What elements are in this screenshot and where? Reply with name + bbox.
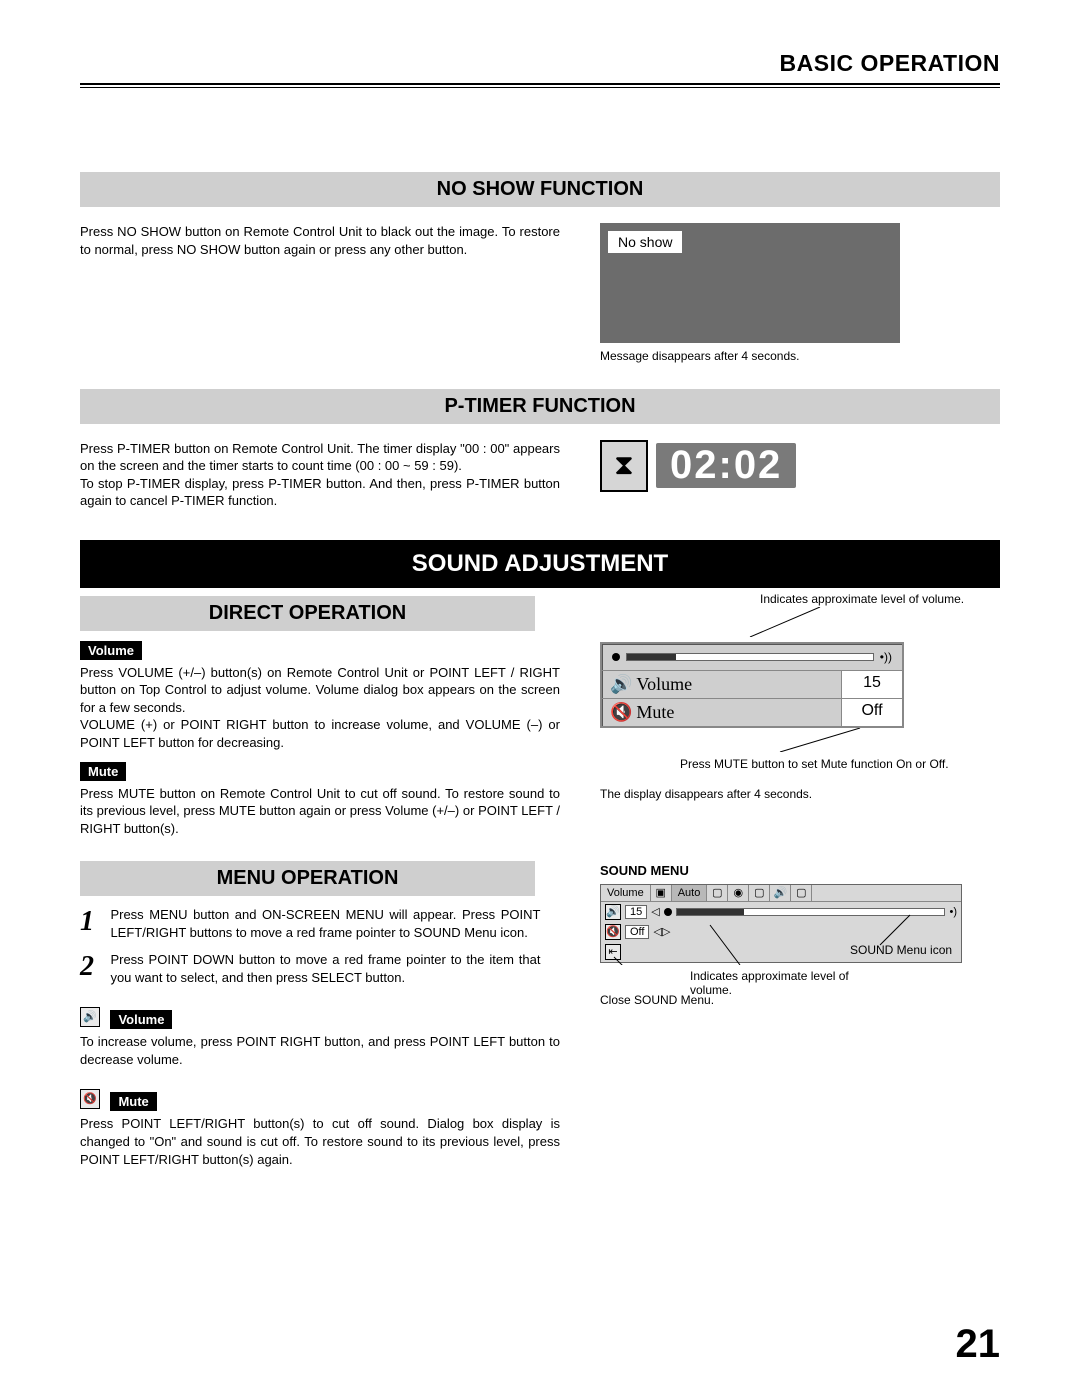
sound-waves-icon: •)) [880,650,892,664]
callout-close: Close SOUND Menu. [600,993,714,1007]
mute-callout: Press MUTE button to set Mute function O… [680,757,1000,773]
page-number: 21 [956,1322,1001,1367]
header-rule-thick [80,83,1000,85]
sound-menu-title: SOUND MENU [600,863,1000,878]
callout-level: Indicates approximate level of volume. [690,969,870,997]
step-1-text: Press MENU button and ON-SCREEN MENU wil… [110,906,540,941]
hourglass-icon: ⧗ [600,440,648,492]
timer-digits: 02:02 [656,443,796,488]
menu-volume-text: To increase volume, press POINT RIGHT bu… [80,1033,560,1068]
menu-icon-5: ▢ [791,885,812,901]
mute-text: Press MUTE button on Remote Control Unit… [80,785,560,838]
volume-icon: 🔊 [80,1007,100,1027]
dialog-mute-label: Mute [636,702,674,723]
tab-auto: Auto [672,885,708,901]
section-no-show: NO SHOW FUNCTION [80,172,1000,207]
volume-slider [626,653,874,661]
callout-line-top [600,607,900,637]
menu-icon-1: ▣ [651,885,672,901]
volume-label: Volume [80,641,142,660]
speaker-icon: 🔊 [610,674,632,695]
step-2-num: 2 [80,951,106,983]
speaker-dot-icon [612,653,620,661]
menu-icon-4: ▢ [749,885,770,901]
mute-speaker-icon: 🔇 [610,702,632,723]
ptimer-text1: Press P-TIMER button on Remote Control U… [80,440,560,475]
menu-icon-3: ◉ [728,885,749,901]
dialog-mute-row: 🔇 Mute [602,699,841,726]
no-show-caption: Message disappears after 4 seconds. [600,349,1000,365]
ptimer-text2: To stop P-TIMER display, press P-TIMER b… [80,475,560,510]
section-direct: DIRECT OPERATION [80,596,535,631]
callout-line-mute [600,728,900,752]
tab-volume: Volume [601,885,651,901]
mute-icon: 🔇 [80,1089,100,1109]
disappear-caption: The display disappears after 4 seconds. [600,787,1000,803]
menu-icon-sound: 🔊 [770,885,791,901]
timer-display: ⧗ 02:02 [600,440,1000,492]
no-show-preview: No show [600,223,900,343]
header-title: BASIC OPERATION [80,50,1000,77]
dialog-volume-value: 15 [841,671,902,698]
no-show-text: Press NO SHOW button on Remote Control U… [80,223,560,258]
menu-icon-2: ▢ [707,885,728,901]
volume-text1: Press VOLUME (+/–) button(s) on Remote C… [80,664,560,717]
menu-volume-label: Volume [110,1010,172,1029]
no-show-tag: No show [608,231,682,253]
callout-sound-icon: SOUND Menu icon [850,943,952,957]
section-sound: SOUND ADJUSTMENT [80,540,1000,588]
dialog-mute-value: Off [841,699,902,726]
menu-mute-text: Press POINT LEFT/RIGHT button(s) to cut … [80,1115,560,1168]
dialog-volume-label: Volume [636,674,692,695]
step-1-num: 1 [80,906,106,938]
section-menu-op: MENU OPERATION [80,861,535,896]
volume-dialog: •)) 🔊 Volume 15 🔇 Mute Off [600,642,904,728]
volume-text2: VOLUME (+) or POINT RIGHT button to incr… [80,716,560,751]
mute-label: Mute [80,762,126,781]
section-ptimer: P-TIMER FUNCTION [80,389,1000,424]
step-2-text: Press POINT DOWN button to move a red fr… [110,951,540,986]
dialog-volume-row: 🔊 Volume [602,671,841,698]
menu-mute-label: Mute [110,1092,156,1111]
vol-top-callout: Indicates approximate level of volume. [760,592,1000,608]
